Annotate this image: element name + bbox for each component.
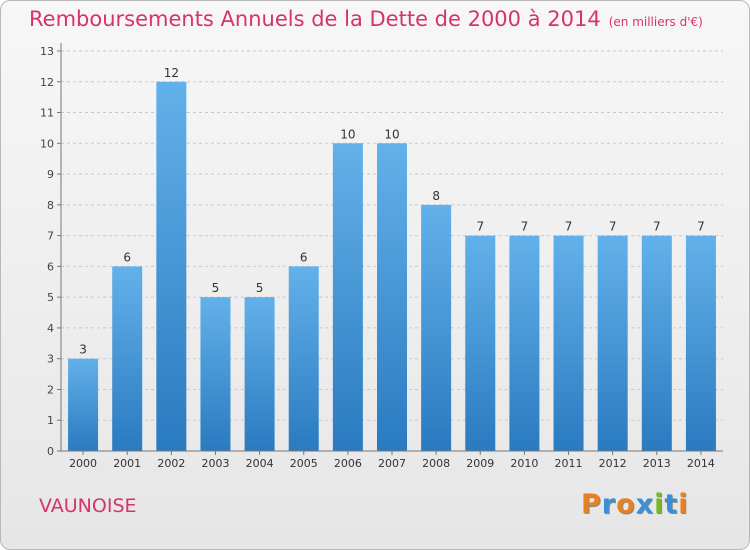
proxiti-logo: Proxiti xyxy=(581,489,689,520)
x-tick-label: 2003 xyxy=(201,457,229,470)
y-tick-label: 13 xyxy=(40,45,54,58)
x-tick-label: 2009 xyxy=(466,457,494,470)
data-label: 7 xyxy=(653,220,661,234)
bar-2008 xyxy=(421,204,452,451)
x-tick-label: 2014 xyxy=(687,457,715,470)
data-label: 3 xyxy=(79,343,87,357)
data-label: 8 xyxy=(432,189,440,203)
data-label: 10 xyxy=(384,127,399,141)
x-tick-label: 2012 xyxy=(599,457,627,470)
data-label: 6 xyxy=(300,250,308,264)
y-tick-label: 4 xyxy=(47,322,54,335)
bar-2010 xyxy=(509,235,540,451)
x-tick-label: 2001 xyxy=(113,457,141,470)
chart-subtitle: (en milliers d'€) xyxy=(608,15,703,29)
bar-2009 xyxy=(465,235,496,451)
y-tick-label: 3 xyxy=(47,353,54,366)
bar-2007 xyxy=(377,143,407,452)
bar-2004 xyxy=(244,297,275,451)
logo-letter: r xyxy=(601,489,617,520)
x-tick-label: 2013 xyxy=(643,457,671,470)
bar-2000 xyxy=(68,358,99,451)
bar-2013 xyxy=(641,235,672,451)
bar-2014 xyxy=(685,235,716,451)
bar-2011 xyxy=(553,235,584,451)
logo-letter: i xyxy=(654,489,665,520)
data-label: 7 xyxy=(565,220,573,234)
x-tick-label: 2002 xyxy=(157,457,185,470)
data-label: 7 xyxy=(609,220,617,234)
bar-2005 xyxy=(288,266,319,451)
x-tick-label: 2007 xyxy=(378,457,406,470)
y-tick-label: 2 xyxy=(47,383,54,396)
x-tick-label: 2011 xyxy=(555,457,583,470)
bar-2002 xyxy=(156,81,187,452)
logo-letter: o xyxy=(616,489,636,520)
logo-letter: i xyxy=(678,489,689,520)
data-label: 6 xyxy=(123,250,131,264)
x-tick-label: 2004 xyxy=(246,457,274,470)
bars: 3 6 12 5 5 6 10 10 8 7 7 7 7 7 7 xyxy=(68,66,716,452)
bar-2001 xyxy=(112,266,143,451)
x-tick-label: 2008 xyxy=(422,457,450,470)
data-label: 10 xyxy=(340,127,355,141)
data-label: 5 xyxy=(256,281,264,295)
data-label: 7 xyxy=(476,220,484,234)
y-tick-label: 7 xyxy=(47,230,54,243)
chart-title: Remboursements Annuels de la Dette de 20… xyxy=(29,7,703,31)
bar-2006 xyxy=(332,143,363,452)
y-tick-label: 5 xyxy=(47,291,54,304)
logo-letter: x xyxy=(635,489,655,520)
x-tick-label: 2005 xyxy=(290,457,318,470)
y-tick-label: 12 xyxy=(40,76,54,89)
logo-letter: t xyxy=(664,489,679,520)
y-tick-label: 6 xyxy=(47,260,54,273)
chart-title-text: Remboursements Annuels de la Dette de 20… xyxy=(29,7,601,31)
y-tick-label: 11 xyxy=(40,107,54,120)
bar-2012 xyxy=(597,235,628,451)
bar-2003 xyxy=(200,297,231,451)
data-label: 5 xyxy=(212,281,220,295)
y-tick-label: 1 xyxy=(47,414,54,427)
logo-letter: P xyxy=(581,489,602,520)
data-label: 12 xyxy=(164,66,179,80)
data-label: 7 xyxy=(697,220,705,234)
y-tick-label: 0 xyxy=(47,445,54,458)
data-label: 7 xyxy=(521,220,529,234)
location-name: VAUNOISE xyxy=(39,495,137,517)
y-tick-label: 9 xyxy=(47,168,54,181)
y-tick-label: 8 xyxy=(47,199,54,212)
y-tick-label: 10 xyxy=(40,137,54,150)
x-tick-label: 2010 xyxy=(510,457,538,470)
x-tick-label: 2006 xyxy=(334,457,362,470)
x-tick-label: 2000 xyxy=(69,457,97,470)
